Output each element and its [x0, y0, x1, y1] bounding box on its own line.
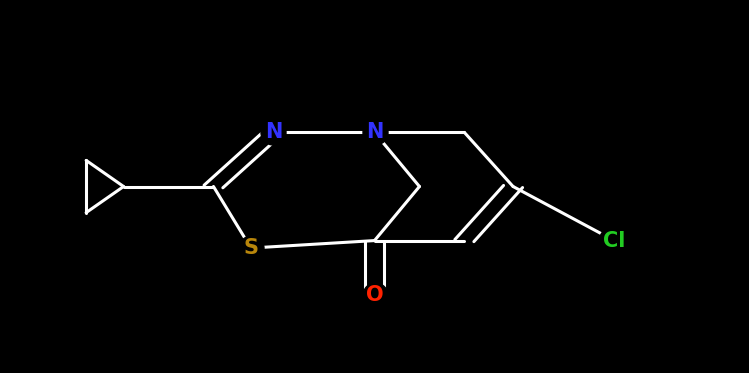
Text: N: N — [264, 122, 282, 142]
Text: N: N — [366, 122, 383, 142]
Text: S: S — [243, 238, 258, 258]
Text: Cl: Cl — [603, 231, 625, 251]
Text: O: O — [366, 285, 383, 305]
